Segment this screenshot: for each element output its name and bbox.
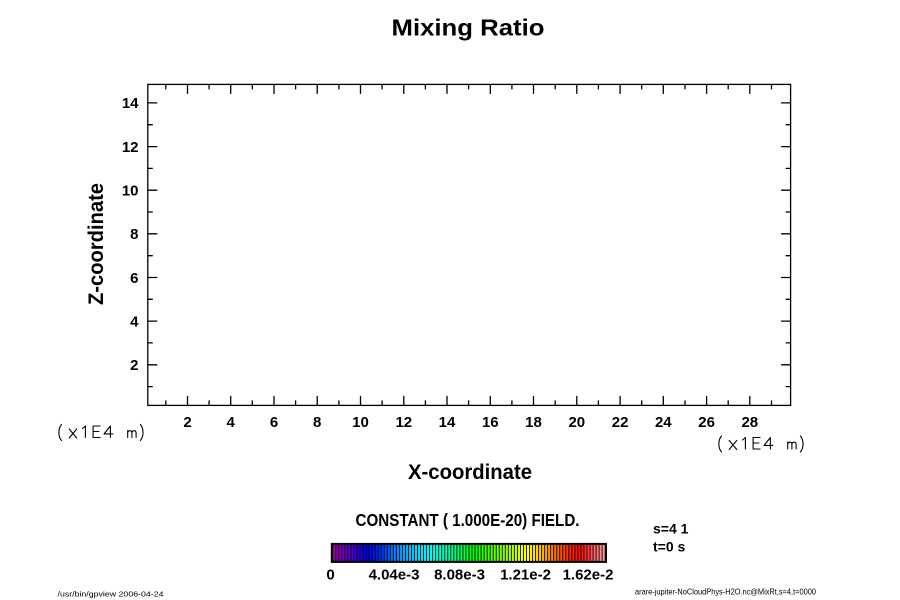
svg-text:6: 6 (270, 414, 278, 431)
svg-text:8: 8 (130, 226, 138, 243)
svg-text:28: 28 (741, 414, 758, 431)
svg-text:10: 10 (352, 414, 369, 431)
svg-text:14: 14 (439, 414, 456, 431)
svg-text:14: 14 (122, 95, 139, 112)
svg-text:6: 6 (130, 270, 138, 287)
svg-text:2: 2 (130, 357, 138, 374)
svg-text:/usr/bin/gpview 2006-04-24: /usr/bin/gpview 2006-04-24 (58, 589, 164, 598)
svg-text:18: 18 (525, 414, 542, 431)
svg-text:s=4 1: s=4 1 (653, 521, 689, 537)
svg-text:12: 12 (395, 414, 412, 431)
svg-text:8: 8 (313, 414, 321, 431)
svg-text:Mixing Ratio: Mixing Ratio (392, 15, 545, 41)
svg-text:X-coordinate: X-coordinate (408, 461, 532, 484)
svg-text:1.21e-2: 1.21e-2 (500, 566, 551, 583)
svg-text:20: 20 (568, 414, 585, 431)
svg-text:4.04e-3: 4.04e-3 (369, 566, 420, 583)
svg-text:1.62e-2: 1.62e-2 (563, 566, 614, 583)
svg-text:26: 26 (698, 414, 715, 431)
svg-text:CONSTANT ( 1.000E-20) FIELD.: CONSTANT ( 1.000E-20) FIELD. (356, 510, 580, 530)
svg-text:12: 12 (122, 139, 139, 156)
svg-text:t=0 s: t=0 s (653, 538, 686, 554)
svg-text:0: 0 (326, 566, 334, 583)
svg-text:4: 4 (227, 414, 236, 431)
svg-text:Z-coordinate: Z-coordinate (85, 183, 108, 305)
svg-text:8.08e-3: 8.08e-3 (434, 566, 485, 583)
svg-text:24: 24 (655, 414, 672, 431)
svg-text:4: 4 (130, 313, 139, 330)
svg-text:arare-jupiter-NoCloudPhys-H2O.: arare-jupiter-NoCloudPhys-H2O.nc@MixRt,s… (635, 587, 817, 596)
svg-text:10: 10 (122, 183, 139, 200)
svg-text:16: 16 (482, 414, 499, 431)
svg-text:2: 2 (183, 414, 191, 431)
svg-text:22: 22 (612, 414, 629, 431)
